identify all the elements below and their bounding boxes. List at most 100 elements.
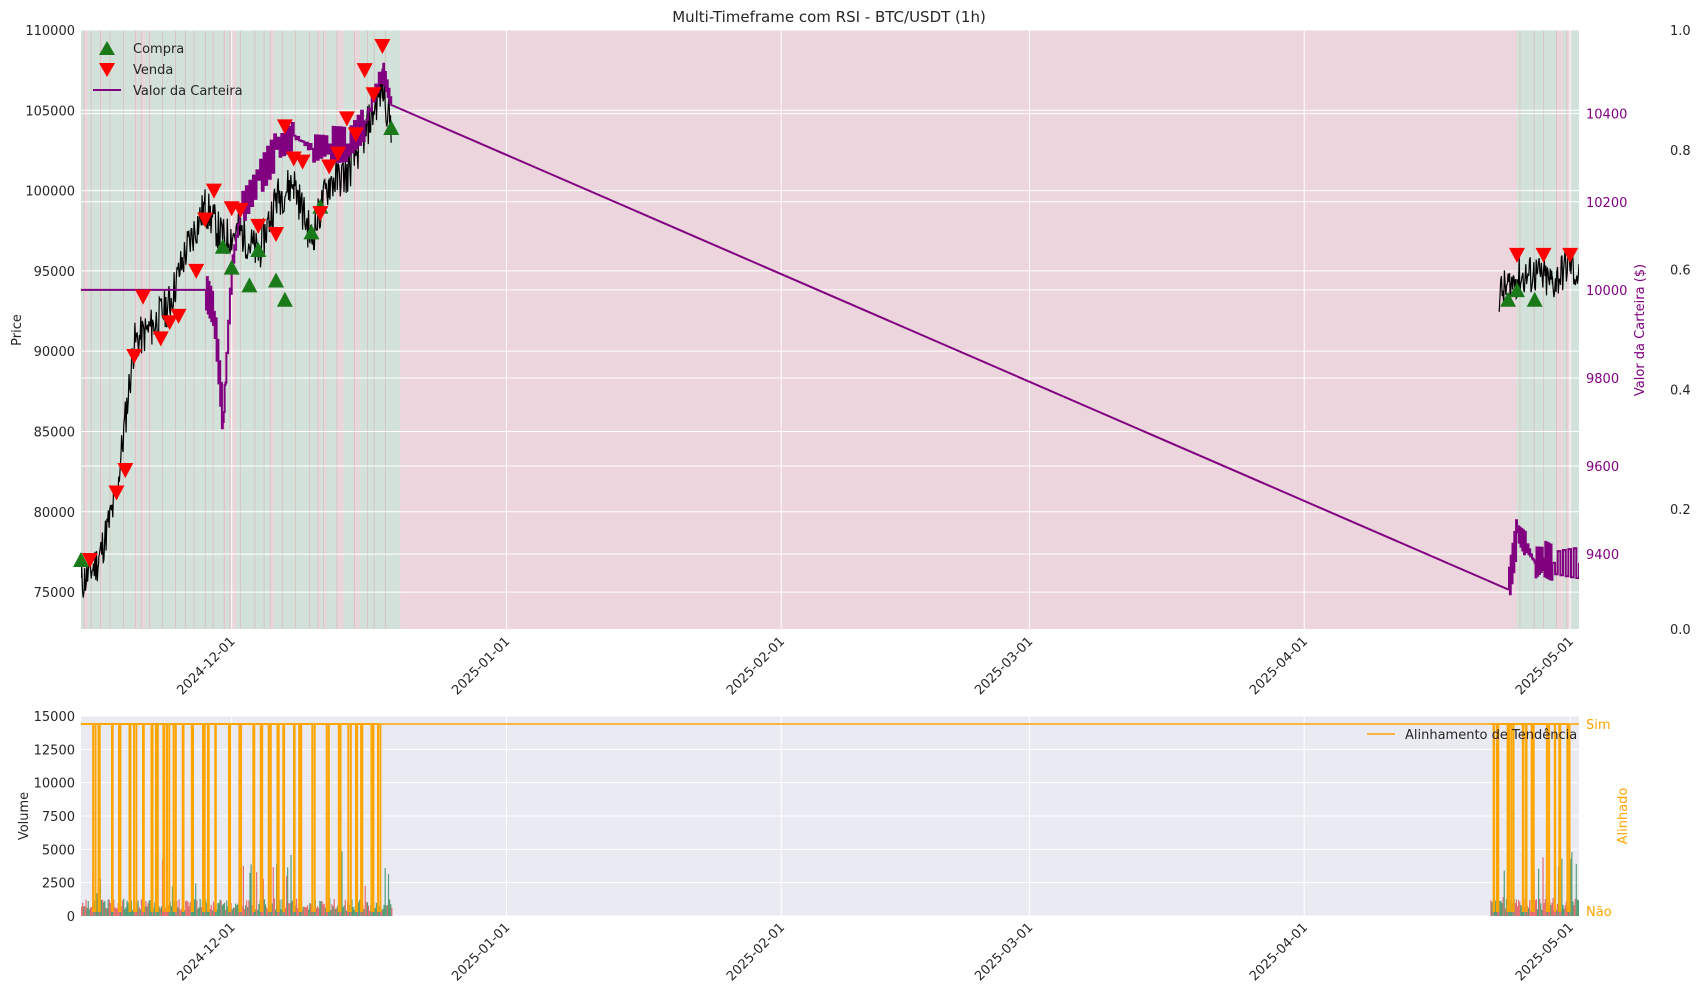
volume-bar: [1564, 905, 1566, 916]
date-tick-label: 2024-12-01: [174, 920, 238, 984]
volume-bar: [305, 907, 308, 916]
volume-bar: [1516, 906, 1519, 916]
volume-bar: [382, 908, 384, 916]
volume-bar: [243, 909, 246, 916]
volume-bar: [186, 900, 188, 916]
volume-bar: [254, 909, 257, 916]
sell-signal-marker: [232, 202, 249, 218]
sell-signal-marker: [152, 331, 169, 347]
volume-bar: [336, 905, 339, 916]
volume-bar: [383, 904, 385, 916]
volume-bar: [266, 907, 268, 916]
volume-bar: [304, 906, 307, 916]
sell-signal-marker: [294, 154, 311, 170]
volume-bar: [364, 885, 366, 916]
volume-bar: [315, 907, 318, 916]
volume-bar: [194, 899, 196, 916]
date-tick-label: 2025-01-01: [449, 920, 513, 984]
volume-bar: [242, 865, 244, 916]
volume-bar: [1576, 899, 1578, 916]
volume-bar: [1504, 908, 1506, 916]
volume-bar: [338, 908, 340, 916]
sell-signal-marker: [365, 87, 382, 103]
volume-bar: [279, 899, 281, 916]
price-tick-label: 75000: [34, 586, 75, 601]
sell-signal-marker: [347, 127, 364, 143]
volume-bar: [223, 902, 226, 916]
volume-bar: [149, 900, 151, 916]
volume-bar: [1514, 903, 1516, 916]
portfolio-line: [81, 62, 1579, 596]
volume-bar: [1555, 909, 1557, 916]
portfolio-tick-label: 9400: [1586, 548, 1619, 563]
price-tick-label: 90000: [34, 345, 75, 360]
volume-bar: [104, 900, 106, 916]
regime-stripe: [317, 30, 321, 629]
price-tick-label: 80000: [34, 506, 75, 521]
volume-bar: [335, 908, 338, 916]
volume-bar: [216, 909, 218, 916]
volume-bar: [153, 907, 155, 916]
buy-signal-marker: [1508, 282, 1525, 298]
volume-bar: [96, 893, 98, 916]
volume-bar: [1572, 901, 1574, 916]
volume-bar: [1500, 900, 1502, 916]
volume-bar: [217, 903, 219, 916]
alignment-tick-label: Não: [1586, 905, 1612, 920]
volume-bar: [171, 886, 174, 916]
legend-alignment-label: Alinhamento de Tendência: [1405, 728, 1577, 743]
date-tick-label: 2025-03-01: [972, 920, 1036, 984]
volume-bar: [334, 908, 336, 916]
volume-bar: [118, 910, 120, 916]
volume-bar: [137, 900, 139, 916]
volume-bar: [352, 906, 354, 916]
volume-tick-label: 7500: [42, 810, 75, 825]
sell-signal-marker: [126, 348, 143, 364]
regime-stripe: [270, 30, 274, 629]
volume-bar: [1552, 898, 1554, 916]
volume-tick-label: 15000: [34, 710, 75, 725]
volume-bar: [212, 901, 215, 916]
volume-bar: [333, 899, 335, 916]
sell-signal-marker: [188, 263, 205, 279]
price-legend: Compra Venda Valor da Carteira: [93, 41, 243, 99]
volume-bar: [257, 910, 259, 916]
volume-bar: [120, 906, 123, 916]
buy-signal-marker: [1526, 291, 1543, 307]
volume-bar: [168, 908, 170, 916]
volume-bar: [341, 851, 343, 916]
volume-bar: [366, 902, 369, 916]
price-line: [81, 68, 1579, 598]
volume-bar: [241, 905, 243, 916]
buy-signal-marker: [73, 551, 89, 567]
volume-bar: [1526, 905, 1529, 916]
volume-bar: [285, 875, 288, 916]
secondary-tick-label: 0.6: [1670, 264, 1691, 279]
volume-bar: [308, 909, 310, 916]
volume-bar: [1540, 903, 1542, 916]
date-tick-label: 2025-03-01: [972, 634, 1036, 698]
alignment-tick-label: Sim: [1586, 718, 1611, 733]
volume-bar: [1539, 899, 1541, 916]
date-tick-label: 2025-05-01: [1513, 634, 1577, 698]
chart-title: Multi-Timeframe com RSI - BTC/USDT (1h): [672, 8, 986, 26]
secondary-tick-label: 0.4: [1670, 383, 1691, 398]
sell-signal-marker: [330, 146, 347, 162]
volume-bar: [143, 908, 145, 916]
volume-bar: [272, 867, 274, 916]
volume-bar: [115, 908, 117, 916]
date-tick-label: 2025-04-01: [1247, 920, 1311, 984]
volume-bar: [221, 905, 223, 916]
volume-bar: [287, 867, 289, 916]
volume-bar: [107, 899, 109, 916]
volume-bar: [207, 908, 209, 916]
volume-bar: [226, 900, 228, 916]
sell-signal-marker: [268, 226, 285, 242]
volume-bar: [127, 902, 129, 916]
volume-bar: [178, 899, 180, 916]
sell-signal-marker: [321, 159, 338, 175]
volume-bar: [389, 899, 391, 916]
volume-bar: [258, 904, 260, 916]
volume-bar: [174, 900, 176, 916]
volume-bar: [90, 906, 93, 916]
